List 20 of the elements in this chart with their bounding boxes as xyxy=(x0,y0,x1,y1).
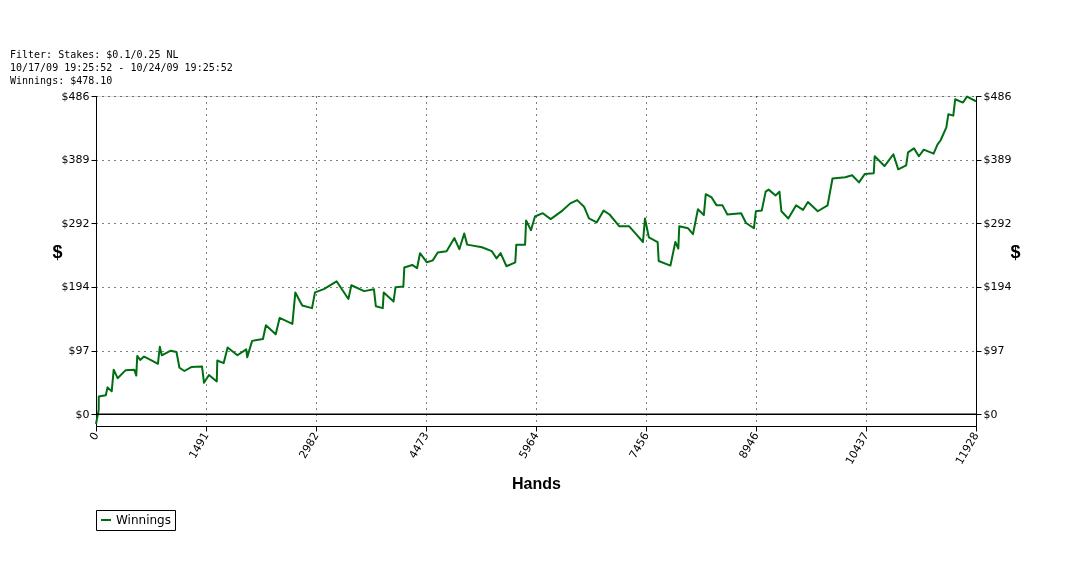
y-axis-title: $ xyxy=(52,241,63,262)
text: Filter: Stakes: $0.1/0.25 NL xyxy=(10,49,179,60)
y2-axis-title: $ xyxy=(1010,241,1021,262)
y2-tick-label: $389 xyxy=(983,153,1012,167)
y2-tick-label: $194 xyxy=(983,280,1012,294)
x-axis-title: Hands xyxy=(512,475,562,493)
y2-tick-label: $97 xyxy=(983,344,1005,358)
y2-tick-label: $486 xyxy=(983,89,1012,103)
x-tick-label: 0 xyxy=(86,430,102,443)
text: 10/17/09 19:25:52 - 10/24/09 19:25:52 xyxy=(10,62,233,73)
y-tick-label: $292 xyxy=(61,216,90,230)
y-tick-label: $0 xyxy=(75,407,90,421)
y2-tick-label: $0 xyxy=(983,407,998,421)
y-tick-label: $486 xyxy=(61,89,90,103)
text: Winnings: $478.10 xyxy=(10,75,113,86)
y-tick-label: $97 xyxy=(68,344,90,358)
y2-tick-label: $292 xyxy=(983,216,1012,230)
y-tick-label: $194 xyxy=(61,280,90,294)
legend-label: Winnings xyxy=(116,513,171,527)
y-tick-label: $389 xyxy=(61,153,90,167)
